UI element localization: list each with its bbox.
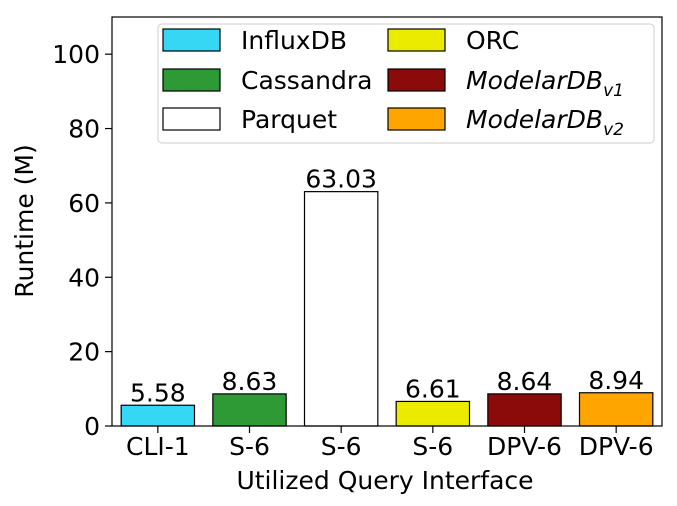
bar-value-label: 6.61 <box>405 374 461 403</box>
plot-frame <box>111 16 663 427</box>
bar-value-labels: 5.58 8.63 63.03 6.61 8.64 8.94 <box>130 165 644 408</box>
legend-swatch-Cassandra <box>162 68 221 92</box>
bar-Cassandra <box>212 393 287 427</box>
bar-value-label: 63.03 <box>305 165 377 194</box>
legend-swatch-Parquet <box>162 107 221 131</box>
y-axis-title: Runtime (M) <box>10 144 39 297</box>
x-tick-label: S-6 <box>412 432 453 461</box>
bar-ModelarDB_v1 <box>487 393 562 427</box>
bar-ModelarDB_v2 <box>578 392 654 427</box>
legend-label-text: ModelarDB <box>466 105 603 134</box>
x-tick-label: DPV-6 <box>579 432 654 461</box>
x-tick-label: CLI-1 <box>126 432 190 461</box>
legend: InfluxDBCassandraParquetORCModelarDBv1Mo… <box>157 23 655 144</box>
legend-swatch-ModelarDB_v2 <box>387 107 446 131</box>
legend-label-ORC: ORC <box>466 26 519 55</box>
legend-label-InfluxDB: InfluxDB <box>241 26 347 55</box>
y-tick-label: 60 <box>68 189 100 218</box>
legend-label-subscript: v1 <box>603 81 624 101</box>
bar-InfluxDB <box>120 404 196 427</box>
legend-label-ModelarDB_v2: ModelarDBv2 <box>466 105 624 140</box>
bars-group <box>120 191 654 427</box>
x-axis: CLI-1 S-6 S-6 S-6 DPV-6 DPV-6 <box>126 426 654 461</box>
x-axis-title: Utilized Query Interface <box>236 466 533 495</box>
x-tick-label: S-6 <box>321 432 362 461</box>
legend-label-text: Parquet <box>241 105 337 134</box>
y-tick-label: 100 <box>52 40 100 69</box>
x-tick-label: S-6 <box>229 432 270 461</box>
bar-ORC <box>395 400 471 427</box>
y-tick-label: 40 <box>68 263 100 292</box>
legend-swatch-ModelarDB_v1 <box>387 68 446 92</box>
legend-label-Cassandra: Cassandra <box>241 66 372 95</box>
legend-label-ModelarDB_v1: ModelarDBv1 <box>466 66 624 101</box>
legend-swatch-InfluxDB <box>162 28 221 52</box>
bar-value-label: 8.64 <box>497 367 553 396</box>
legend-swatch-ORC <box>387 28 446 52</box>
legend-label-Parquet: Parquet <box>241 105 337 134</box>
legend-label-text: InfluxDB <box>241 26 347 55</box>
bar-Parquet <box>303 191 379 427</box>
bar-value-label: 8.63 <box>222 367 278 396</box>
bar-value-label: 8.94 <box>588 366 644 395</box>
legend-label-text: ModelarDB <box>466 66 603 95</box>
legend-label-text: ORC <box>466 26 519 55</box>
y-tick-label: 80 <box>68 115 100 144</box>
y-tick-label: 20 <box>68 338 100 367</box>
x-tick-label: DPV-6 <box>487 432 562 461</box>
legend-label-text: Cassandra <box>241 66 372 95</box>
y-axis: 0 20 40 60 80 100 <box>52 40 112 441</box>
y-tick-label: 0 <box>84 412 100 441</box>
legend-label-subscript: v2 <box>603 120 624 140</box>
bar-value-label: 5.58 <box>130 378 186 407</box>
